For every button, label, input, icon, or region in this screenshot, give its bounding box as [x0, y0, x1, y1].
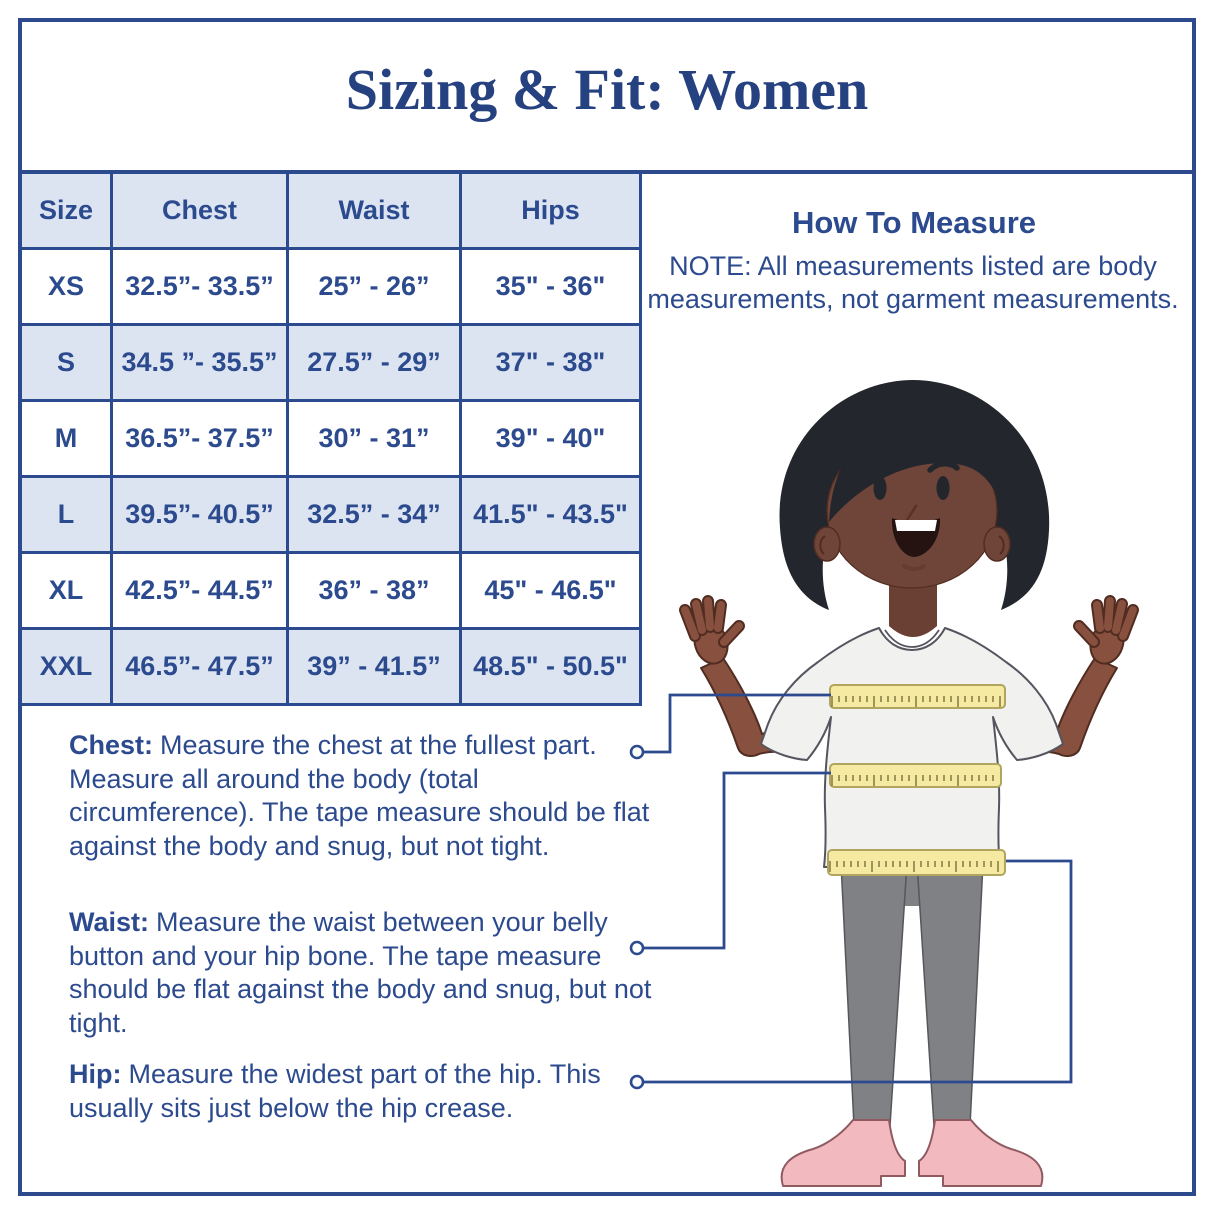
size-cell: XS: [19, 247, 113, 326]
size-cell: M: [19, 399, 113, 478]
t-shirt: [760, 627, 1064, 868]
chest-cell: 46.5”- 47.5”: [110, 627, 289, 706]
right-eye: [936, 476, 950, 500]
waist-text: Measure the waist between your belly but…: [69, 907, 652, 1038]
eyebrow: [927, 461, 960, 473]
left-shoe: [780, 1119, 906, 1187]
measure-note-line2: measurements, not garment measurements.: [647, 284, 1179, 314]
col-header-size: Size: [19, 171, 113, 250]
measure-note: NOTE: All measurements listed are body m…: [630, 250, 1196, 316]
waist-measuring-tape: [829, 763, 1002, 788]
right-shoe: [918, 1119, 1044, 1187]
waist-cell: 27.5” - 29”: [286, 323, 462, 402]
chest-cell: 42.5”- 44.5”: [110, 551, 289, 630]
hip-measuring-tape: [827, 849, 1006, 876]
waist-cell: 32.5” - 34”: [286, 475, 462, 554]
page-title: Sizing & Fit: Women: [345, 57, 869, 122]
table-row: XS 32.5”- 33.5” 25” - 26” 35" - 36": [19, 247, 642, 326]
teeth: [895, 520, 937, 531]
hips-cell: 45" - 46.5": [459, 551, 642, 630]
collar: [884, 629, 940, 648]
hips-cell: 37" - 38": [459, 323, 642, 402]
chest-cell: 34.5 ”- 35.5”: [110, 323, 289, 402]
chest-measuring-tape: [829, 684, 1006, 709]
table-row: M 36.5”- 37.5” 30” - 31” 39" - 40": [19, 399, 642, 478]
chest-text: Measure the chest at the fullest part. M…: [69, 730, 650, 861]
face-features: [873, 461, 960, 571]
hip-label: Hip:: [69, 1059, 122, 1089]
table-row: XL 42.5”- 44.5” 36” - 38” 45" - 46.5": [19, 551, 642, 630]
size-cell: XL: [19, 551, 113, 630]
hip-text: Measure the widest part of the hip. This…: [69, 1059, 601, 1123]
hips-cell: 39" - 40": [459, 399, 642, 478]
woman-illustration: [679, 380, 1139, 1187]
chest-cell: 39.5”- 40.5”: [110, 475, 289, 554]
col-header-chest: Chest: [110, 171, 289, 250]
col-header-hips: Hips: [459, 171, 642, 250]
size-cell: XXL: [19, 627, 113, 706]
waist-instructions: Waist: Measure the waist between your bel…: [69, 906, 659, 1040]
waist-cell: 36” - 38”: [286, 551, 462, 630]
left-eye: [873, 476, 887, 500]
leggings: [840, 860, 984, 1127]
hips-cell: 35" - 36": [459, 247, 642, 326]
waist-cell: 30” - 31”: [286, 399, 462, 478]
chest-instructions: Chest: Measure the chest at the fullest p…: [69, 729, 659, 863]
chest-label: Chest:: [69, 730, 154, 760]
hair-fringe: [829, 421, 1000, 522]
ears: [813, 526, 1011, 562]
table-row: S 34.5 ”- 35.5” 27.5” - 29” 37" - 38": [19, 323, 642, 402]
how-to-measure-heading: How To Measure: [791, 205, 1037, 240]
size-cell: L: [19, 475, 113, 554]
chest-cell: 32.5”- 33.5”: [110, 247, 289, 326]
table-row: L 39.5”- 40.5” 32.5” - 34” 41.5" - 43.5": [19, 475, 642, 554]
hips-cell: 41.5" - 43.5": [459, 475, 642, 554]
chest-cell: 36.5”- 37.5”: [110, 399, 289, 478]
col-header-waist: Waist: [286, 171, 462, 250]
hip-instructions: Hip: Measure the widest part of the hip. …: [69, 1058, 659, 1125]
table-row: XXL 46.5”- 47.5” 39” - 41.5” 48.5" - 50.…: [19, 627, 642, 706]
right-arm: [1014, 595, 1139, 757]
lower-lip: [902, 564, 926, 571]
size-cell: S: [19, 323, 113, 402]
size-table: Size Chest Waist Hips XS 32.5”- 33.5” 25…: [19, 171, 642, 706]
table-header-row: Size Chest Waist Hips: [19, 171, 642, 250]
measure-note-line1: NOTE: All measurements listed are body: [669, 251, 1157, 281]
hips-cell: 48.5" - 50.5": [459, 627, 642, 706]
waist-cell: 39” - 41.5”: [286, 627, 462, 706]
neck: [889, 572, 937, 637]
waist-cell: 25” - 26”: [286, 247, 462, 326]
waist-label: Waist:: [69, 907, 149, 937]
